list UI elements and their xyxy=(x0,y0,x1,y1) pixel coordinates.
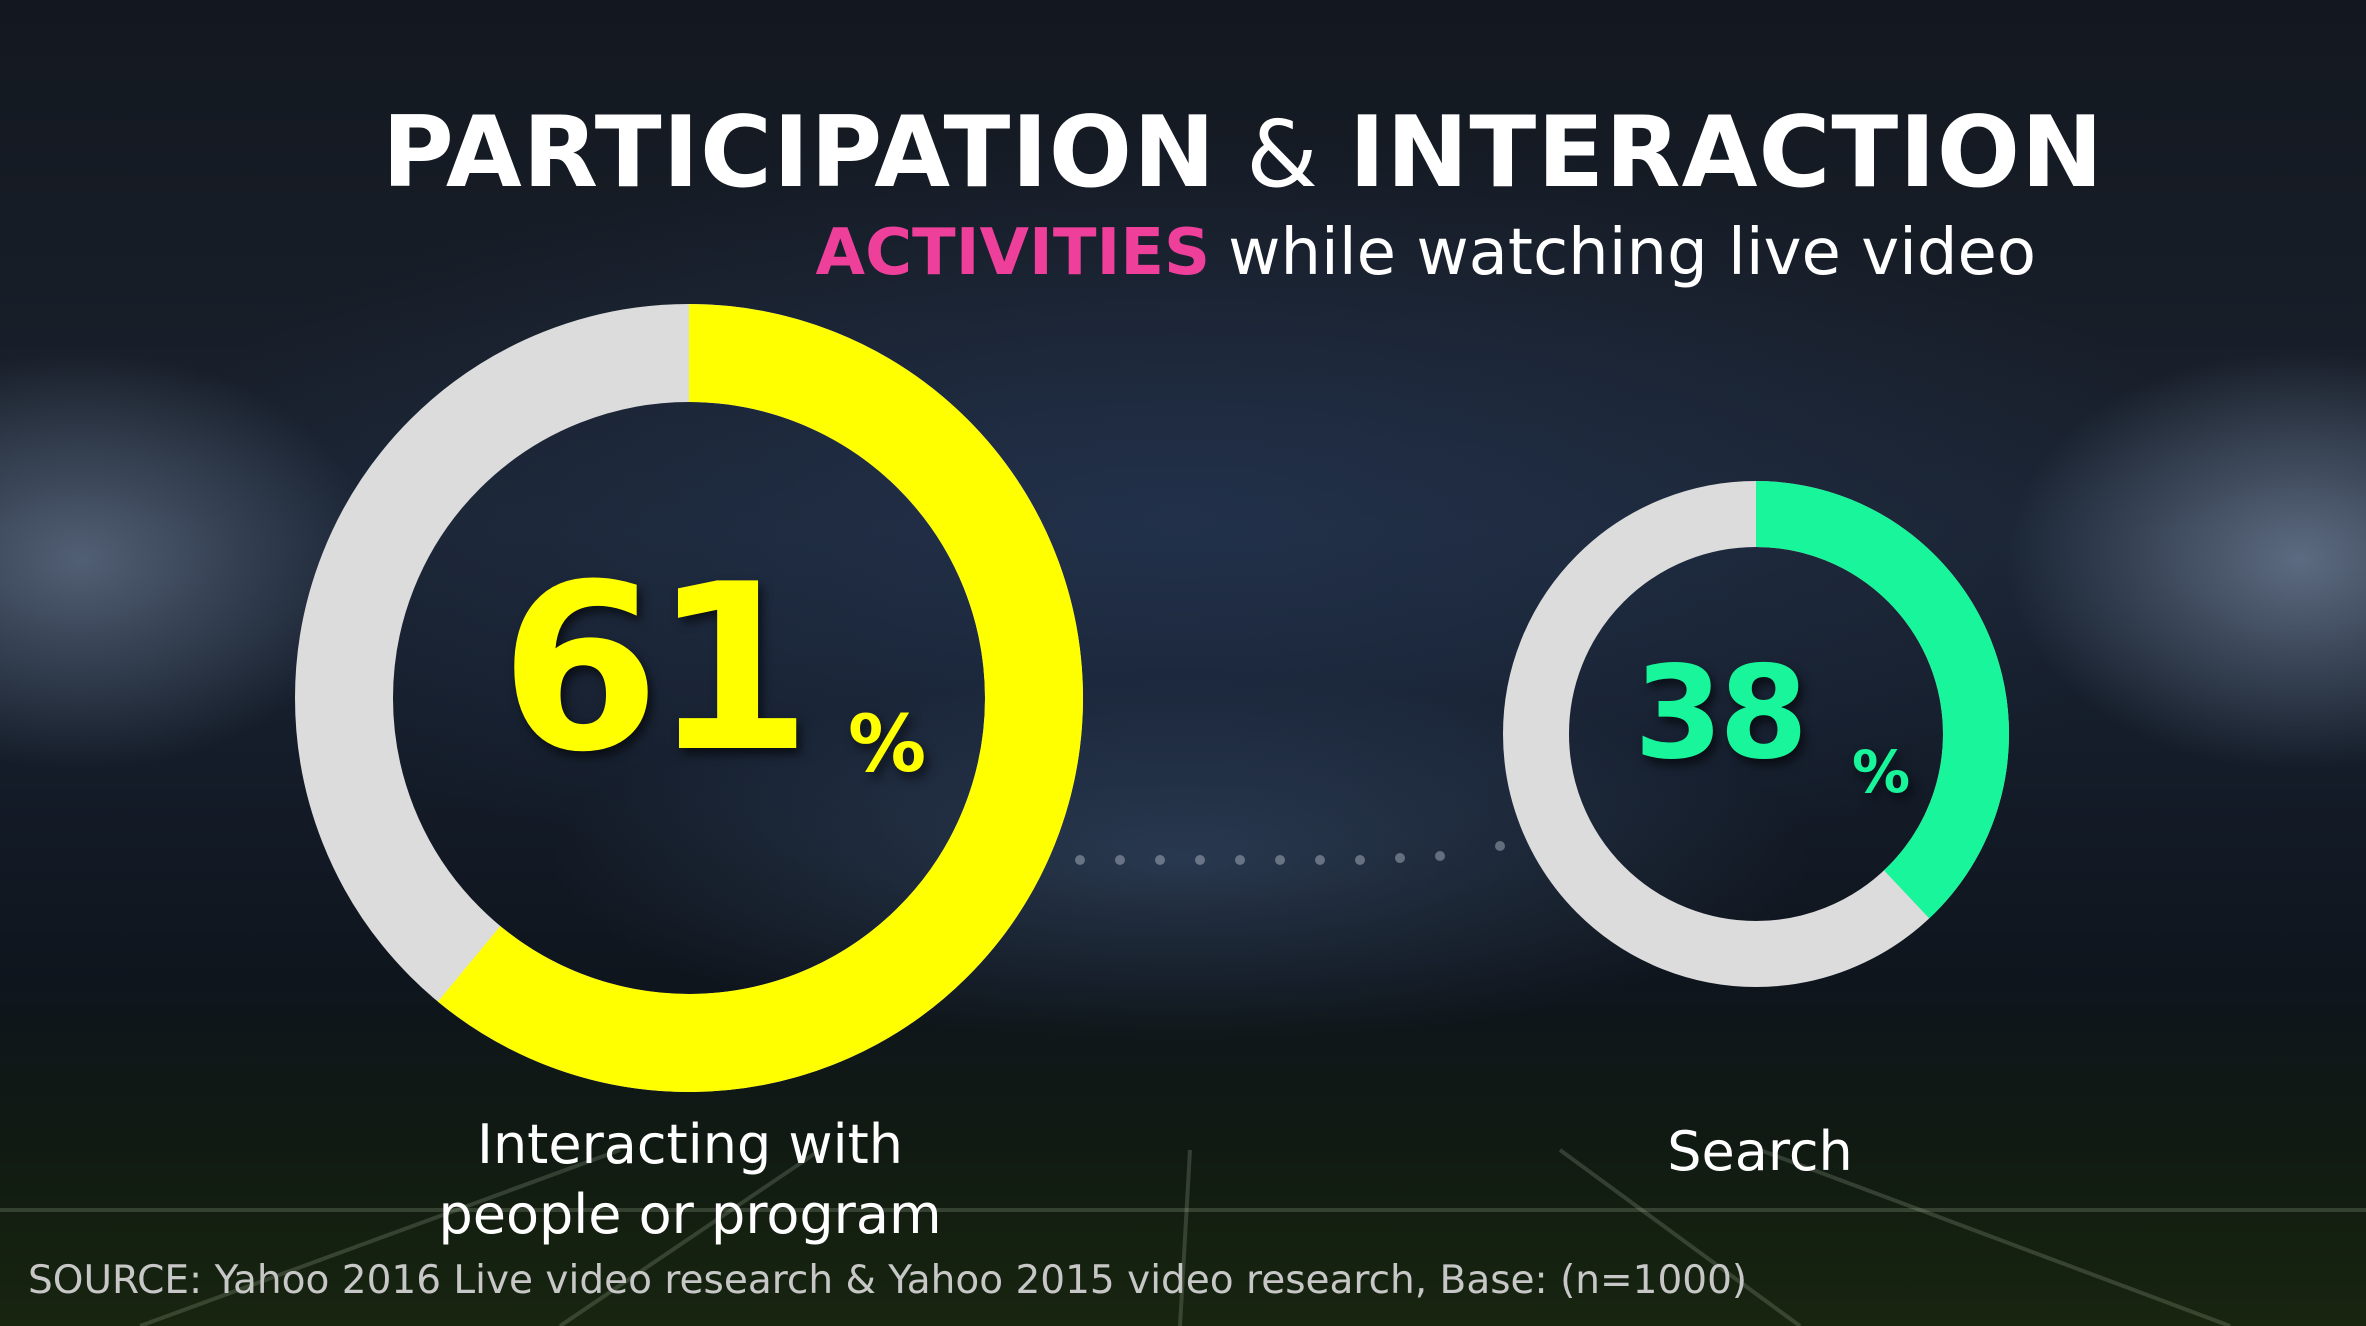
donut-2-label-line-1: Search xyxy=(1667,1120,1853,1183)
source-note: SOURCE: Yahoo 2016 Live video research &… xyxy=(28,1258,1748,1303)
donut-1-unit: % xyxy=(848,700,927,790)
donut-1-value-arc xyxy=(437,304,1083,1092)
donut-1-value: 61 xyxy=(500,536,812,803)
title-part-2: INTERACTION xyxy=(1348,96,2105,210)
donut-2-unit: % xyxy=(1852,738,1911,806)
donut-1-category-label: Interacting with people or program xyxy=(380,1110,1000,1250)
donut-1 xyxy=(295,304,1083,1092)
donut-2-value-arc xyxy=(1755,481,2009,919)
slide-subtitle: ACTIVITIES while watching live video xyxy=(816,216,2036,290)
slide-title: PARTICIPATION & INTERACTION xyxy=(0,96,2366,210)
subtitle-rest: while watching live video xyxy=(1228,216,2036,290)
donut-1-label-line-1: Interacting with xyxy=(477,1113,903,1176)
donut-2 xyxy=(1503,481,2009,987)
donut-2-value: 38 xyxy=(1634,639,1808,788)
title-part-1: PARTICIPATION xyxy=(381,96,1217,210)
donut-1-label-line-2: people or program xyxy=(438,1183,942,1246)
subtitle-accent: ACTIVITIES xyxy=(815,216,1211,290)
donut-2-category-label: Search xyxy=(1560,1117,1960,1187)
title-ampersand: & xyxy=(1246,101,1319,208)
